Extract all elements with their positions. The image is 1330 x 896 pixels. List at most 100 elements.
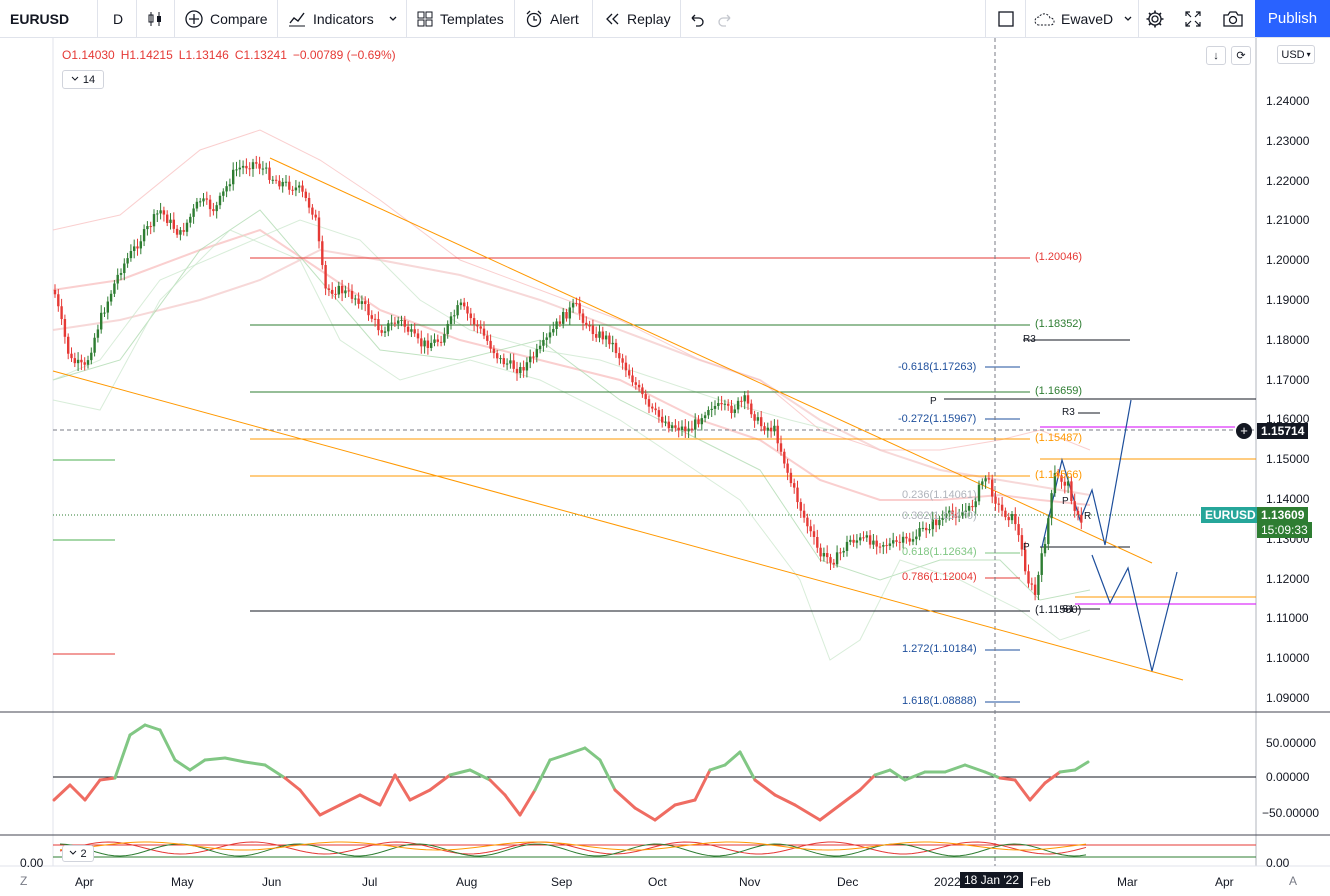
chart-type-button[interactable] [146,0,164,37]
save-layout-button[interactable]: EwaveD [1033,0,1133,37]
oscillator-segment [1058,768,1077,774]
candle-body [928,529,931,531]
layout-select-button[interactable] [997,0,1015,37]
candle-body [420,338,423,347]
fib-extension-label: 0.786(1.12004) [902,571,977,583]
candle-body [571,303,575,308]
oscillator-segment [983,770,1002,780]
candle-body [377,319,380,331]
fib-extension-label: 1.272(1.10184) [902,643,977,655]
indicators-collapse-button[interactable]: 14 [62,70,104,89]
templates-button[interactable]: Templates [416,0,504,37]
fullscreen-icon [1184,10,1202,28]
undo-button[interactable] [688,0,706,37]
oscillator-segment [468,768,492,782]
osc-axis-tick: 0.00000 [1266,770,1310,784]
candle-body [812,531,816,537]
candle-body [212,209,215,212]
interval-button[interactable]: D [113,10,124,27]
candle-body [529,356,532,363]
oscillator-segment [738,750,757,782]
pivot-label: R3 [1023,334,1036,345]
refresh-icon: ⟳ [1236,50,1246,62]
snapshot-button[interactable] [1222,0,1244,37]
candle-body [222,191,225,196]
redo-button[interactable] [716,0,734,37]
oscillator-segment [143,723,162,732]
time-axis-tick: Nov [739,875,761,889]
candle-body [1060,475,1063,482]
chevron-down-icon[interactable] [388,14,398,24]
camera-icon [1222,10,1244,28]
fib-extension-label: 0.618(1.12634) [902,546,977,558]
oscillator-segment [358,793,382,807]
replay-button[interactable]: Replay [603,0,671,37]
chart-canvas[interactable] [0,38,1330,896]
candle-body [479,326,482,329]
oscillator-segment [793,803,822,822]
compare-button[interactable]: Compare [184,0,268,37]
open-value: O1.14030 [62,48,115,62]
candle-body [499,358,502,360]
candle-body [730,405,733,414]
scale-z-button[interactable]: Z [20,874,28,888]
candle-body [799,502,802,511]
oscillator-segment [263,763,287,780]
candle-body [789,472,793,484]
candle-body [661,416,664,423]
candle-body [387,323,390,332]
lower-band [52,209,1091,601]
candle-body [156,213,159,215]
alert-button[interactable]: Alert [524,0,579,37]
candle-body [1020,535,1024,550]
oscillator-segment [488,778,507,797]
candle-body [624,362,628,371]
candle-body [93,337,96,353]
indicators-button[interactable]: Indicators [287,0,398,37]
oscillator-segment [818,803,842,822]
candle-body [301,185,304,192]
candle-body [1007,517,1010,521]
divider [277,0,278,37]
candle-body [1066,481,1070,486]
candle-body [849,539,852,542]
fullscreen-button[interactable] [1184,0,1202,37]
price-axis-tick: 1.12000 [1266,571,1310,586]
candle-body [314,214,317,218]
currency-select[interactable]: USD ▾ [1277,45,1315,64]
oscillator-segment [708,763,727,772]
candle-body [83,362,86,365]
fib-level-label: (1.18352) [1035,318,1083,330]
time-axis-tick: Oct [648,875,667,889]
candle-body [509,360,512,364]
ma-band [52,248,1091,496]
candle-body [598,331,601,338]
add-plus-icon[interactable]: + [1236,423,1252,439]
pane3-line [59,843,1087,857]
chevron-down-icon[interactable] [1123,14,1133,24]
symbol-search[interactable]: EURUSD [10,10,70,27]
candle-body [103,312,106,314]
reset-chart-button[interactable]: ⟳ [1231,46,1251,65]
oscillator-segment [283,776,302,792]
publish-button[interactable]: Publish [1255,0,1330,37]
candle-body [588,325,591,327]
pane-collapse-button[interactable]: 2 [62,845,94,862]
candle-body [489,340,492,349]
candle-body [994,496,997,504]
replay-label: Replay [627,10,671,27]
candle-body [816,536,819,548]
candle-body [769,427,773,432]
candle-body [981,481,984,485]
fib-level-label: (1.20046) [1035,251,1083,263]
candle-body [410,329,413,332]
candle-body [195,201,199,209]
candle-body [997,503,1000,505]
scroll-to-latest-button[interactable]: ↓ [1206,46,1226,65]
crosshair-date-tag: 18 Jan '22 [960,872,1024,888]
scale-auto-button[interactable]: A [1289,874,1298,888]
candle-body [601,331,604,340]
candle-body [859,537,862,541]
candle-body [199,201,202,203]
settings-button[interactable] [1145,0,1165,37]
